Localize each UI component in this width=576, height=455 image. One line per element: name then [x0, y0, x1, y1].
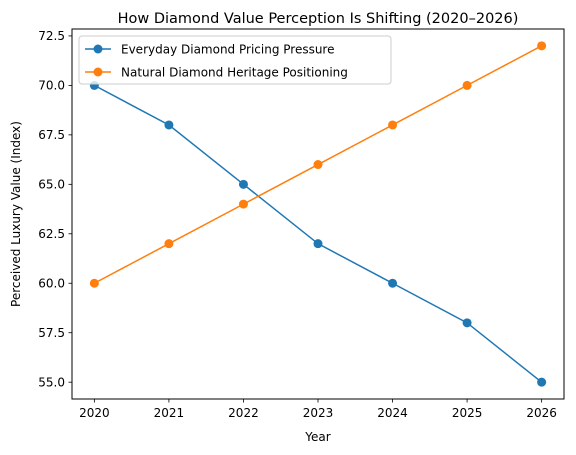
data-point: [238, 199, 248, 209]
y-tick-label: 72.5: [38, 29, 65, 43]
x-tick-label: 2020: [79, 406, 110, 420]
y-tick-label: 60.0: [38, 277, 65, 291]
data-point: [164, 120, 174, 130]
plot-frame: [71, 28, 565, 400]
legend-entry-1: Natural Diamond Heritage Positioning: [85, 66, 348, 80]
legend-marker-1: [93, 67, 103, 77]
data-point: [537, 377, 547, 387]
data-point: [537, 41, 547, 51]
x-tick-label: 2026: [526, 406, 557, 420]
y-tick-label: 55.0: [38, 375, 65, 389]
data-point: [89, 278, 99, 288]
y-axis-label: Perceived Luxury Value (Index): [9, 121, 23, 307]
data-point: [462, 318, 472, 328]
legend-label-1: Natural Diamond Heritage Positioning: [121, 66, 348, 80]
legend-label-0: Everyday Diamond Pricing Pressure: [121, 43, 335, 57]
legend-entry-0: Everyday Diamond Pricing Pressure: [85, 43, 335, 57]
y-tick-label: 67.5: [38, 128, 65, 142]
x-tick-label: 2022: [228, 406, 259, 420]
legend-marker-0: [93, 44, 103, 54]
data-point: [462, 80, 472, 90]
data-point: [313, 239, 323, 249]
data-point: [238, 179, 248, 189]
y-axis-ticks: 55.0 57.5 60.0 62.5 65.0 67.5 70.0 72.5: [38, 29, 72, 389]
x-tick-label: 2021: [154, 406, 185, 420]
data-point: [388, 278, 398, 288]
y-tick-label: 57.5: [38, 326, 65, 340]
y-tick-label: 70.0: [38, 79, 65, 93]
data-point: [313, 160, 323, 170]
data-point: [164, 239, 174, 249]
x-tick-label: 2023: [303, 406, 334, 420]
y-tick-label: 65.0: [38, 178, 65, 192]
legend: Everyday Diamond Pricing Pressure Natura…: [78, 35, 392, 85]
x-axis-label: Year: [304, 430, 330, 444]
chart-title: How Diamond Value Perception Is Shifting…: [118, 11, 519, 27]
data-point: [388, 120, 398, 130]
y-tick-label: 62.5: [38, 227, 65, 241]
x-tick-label: 2024: [377, 406, 408, 420]
legend-box: [78, 35, 392, 85]
x-tick-label: 2025: [452, 406, 483, 420]
x-axis-ticks: 2020 2021 2022 2023 2024 2025 2026: [79, 399, 557, 420]
